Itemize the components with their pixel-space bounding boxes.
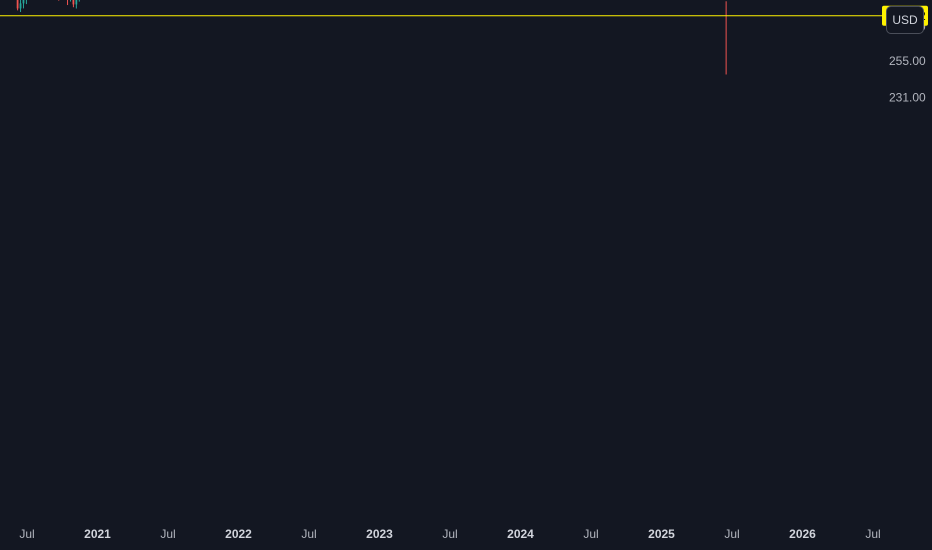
x-tick-label: 2025 bbox=[648, 527, 675, 541]
candle-body bbox=[75, 0, 78, 5]
candle-body bbox=[72, 0, 75, 5]
candle-body bbox=[19, 3, 22, 9]
candle-body bbox=[22, 0, 25, 4]
x-tick-label: 2023 bbox=[366, 527, 393, 541]
y-tick-label: 231.00 bbox=[889, 91, 926, 105]
x-tick-label: Jul bbox=[724, 527, 739, 541]
x-tick-label: Jul bbox=[865, 527, 880, 541]
candle-body bbox=[16, 0, 19, 9]
x-tick-label: Jul bbox=[160, 527, 175, 541]
candlestick-series bbox=[16, 0, 727, 75]
x-tick-label: Jul bbox=[442, 527, 457, 541]
x-tick-label: Jul bbox=[301, 527, 316, 541]
x-tick-label: Jul bbox=[583, 527, 598, 541]
horizontal-levels bbox=[0, 15, 882, 17]
x-tick-label: 2024 bbox=[507, 527, 534, 541]
y-tick-label: 255.00 bbox=[889, 54, 926, 68]
x-tick-label: 2022 bbox=[225, 527, 252, 541]
time-axis[interactable]: Jul 2021 Jul 2022 Jul 2023 Jul 2024 Jul 2025 Jul 20… bbox=[19, 527, 880, 541]
currency-button[interactable]: USD bbox=[886, 6, 924, 34]
x-tick-label: 2026 bbox=[789, 527, 816, 541]
x-tick-label: Jul bbox=[19, 527, 34, 541]
x-tick-label: 2021 bbox=[84, 527, 111, 541]
